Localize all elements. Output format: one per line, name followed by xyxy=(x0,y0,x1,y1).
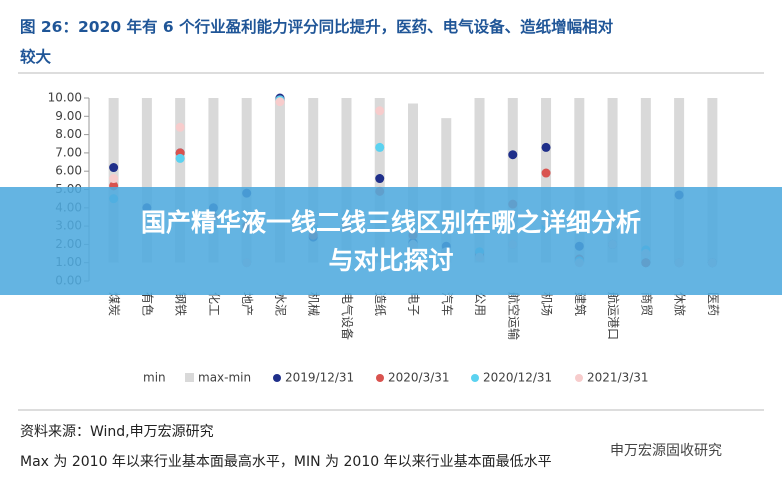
y-tick-label: 9.00 xyxy=(55,109,82,123)
bar xyxy=(607,98,618,263)
dot xyxy=(375,142,385,152)
dot xyxy=(541,168,551,178)
legend-label: min xyxy=(143,371,166,385)
legend-swatch xyxy=(575,374,583,382)
x-tick-label: 机场 xyxy=(540,292,554,316)
bar xyxy=(474,98,485,263)
x-tick-label: 电子 xyxy=(407,292,421,316)
x-tick-label: 航空运输 xyxy=(506,292,521,340)
bar xyxy=(408,103,418,263)
legend-swatch xyxy=(143,373,152,382)
note: Max 为 2010 年以来行业基本面最高水平，MIN 为 2010 年以来行业… xyxy=(20,453,552,470)
bar xyxy=(674,98,685,263)
chart-title-line2: 较大 xyxy=(20,47,52,66)
bar xyxy=(541,98,552,263)
dot xyxy=(275,97,285,107)
legend-label: 2019/12/31 xyxy=(285,371,354,385)
bar xyxy=(274,98,285,263)
bar xyxy=(341,98,352,263)
y-tick-label: 8.00 xyxy=(55,127,82,141)
dot xyxy=(175,122,185,132)
bar xyxy=(141,98,152,263)
x-tick-label: 建筑 xyxy=(573,292,588,316)
x-tick-label: 商贸 xyxy=(639,292,654,316)
x-tick-label: 水泥 xyxy=(273,292,287,316)
banner-line: 与对比探讨 xyxy=(328,246,453,275)
x-tick-label: 造纸 xyxy=(373,292,387,316)
x-tick-label: 汽车 xyxy=(440,292,455,316)
x-tick-label: 地产 xyxy=(240,292,254,316)
bar xyxy=(707,98,718,263)
bar xyxy=(507,98,518,263)
bar xyxy=(208,98,219,263)
bar xyxy=(308,98,319,263)
dot xyxy=(541,142,551,152)
bar xyxy=(640,98,651,263)
banner-line: 国产精华液一线二线三线区别在哪之详细分析 xyxy=(141,208,641,237)
chart-title-line1: 图 26：2020 年有 6 个行业盈利能力评分同比提升，医药、电气设备、造纸增… xyxy=(20,17,614,36)
x-tick-label: 钢铁 xyxy=(174,292,188,316)
banner-bg xyxy=(0,187,782,295)
x-tick-label: 机械 xyxy=(307,292,322,316)
bar xyxy=(241,98,252,263)
watermark: 申万宏源固收研究 xyxy=(610,443,722,459)
legend-swatch xyxy=(185,373,194,382)
y-tick-label: 6.00 xyxy=(55,164,82,178)
dot xyxy=(508,150,518,160)
dot xyxy=(375,106,385,116)
legend-swatch xyxy=(376,374,384,382)
legend-label: max-min xyxy=(198,371,251,385)
x-tick-label: 休旅 xyxy=(673,292,687,316)
x-tick-label: 医药 xyxy=(706,292,720,316)
legend-label: 2020/3/31 xyxy=(388,371,450,385)
legend-swatch xyxy=(273,374,281,382)
dot xyxy=(175,153,185,163)
y-tick-label: 7.00 xyxy=(55,145,82,159)
dot xyxy=(375,174,385,184)
source: 资料来源：Wind,申万宏源研究 xyxy=(20,424,214,440)
dot xyxy=(109,174,119,184)
x-tick-label: 航运港口 xyxy=(606,292,621,340)
bar xyxy=(175,98,186,263)
legend-label: 2021/3/31 xyxy=(587,371,649,385)
dot xyxy=(109,163,119,173)
legend-label: 2020/12/31 xyxy=(483,371,552,385)
x-tick-label: 化工 xyxy=(207,292,221,316)
x-tick-label: 电气设备 xyxy=(340,292,355,340)
bar xyxy=(574,98,585,263)
x-tick-label: 煤炭 xyxy=(107,292,121,316)
x-tick-label: 有色 xyxy=(140,292,154,316)
x-tick-label: 公用 xyxy=(473,292,487,316)
y-tick-label: 10.00 xyxy=(48,91,82,105)
legend-swatch xyxy=(471,374,479,382)
